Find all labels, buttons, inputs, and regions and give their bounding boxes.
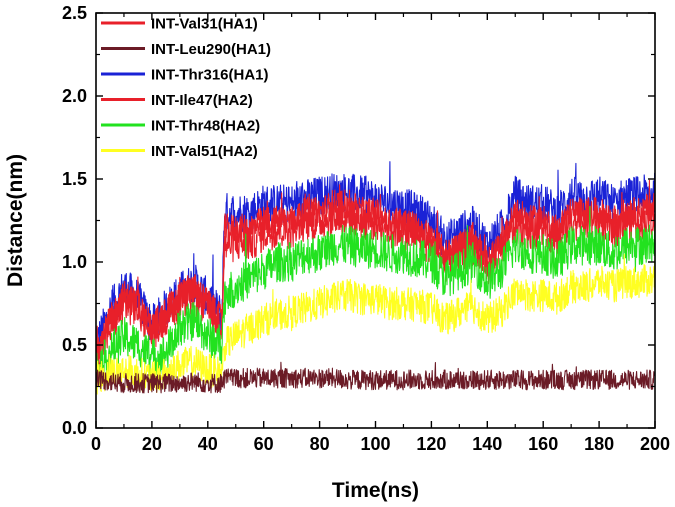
y-tick-label: 1.5 [62, 169, 87, 189]
series-line-3 [95, 179, 656, 377]
axis-ticks [95, 12, 656, 429]
y-tick-label: 0.0 [62, 418, 87, 438]
legend-label: INT-Thr316(HA1) [151, 67, 269, 84]
x-axis-label: Time(ns) [332, 479, 419, 502]
series-line-1 [95, 361, 656, 394]
legend-label: INT-Ile47(HA2) [151, 92, 253, 109]
x-tick-label: 100 [360, 434, 390, 454]
x-tick-label: 60 [254, 434, 274, 454]
y-axis-label: Distance(nm) [4, 154, 27, 287]
x-tick-label: 0 [91, 434, 101, 454]
y-tick-labels: 0.0 0.5 1.0 1.5 2.0 2.5 [62, 3, 87, 438]
x-tick-label: 120 [416, 434, 446, 454]
plot-lines [95, 161, 656, 395]
legend-label: INT-Val31(HA1) [151, 16, 258, 33]
x-tick-label: 40 [198, 434, 218, 454]
x-tick-label: 180 [584, 434, 614, 454]
legend-label: INT-Val51(HA2) [151, 143, 258, 160]
y-tick-label: 2.5 [62, 3, 87, 23]
legend-label: INT-Thr48(HA2) [151, 118, 260, 135]
legend: INT-Val31(HA1) INT-Leu290(HA1) INT-Thr316(… [101, 16, 271, 160]
legend-label: INT-Leu290(HA1) [151, 41, 271, 58]
x-tick-label: 200 [640, 434, 670, 454]
x-tick-label: 160 [528, 434, 558, 454]
y-tick-label: 2.0 [62, 86, 87, 106]
series-line-5 [95, 253, 656, 395]
y-tick-label: 0.5 [62, 335, 87, 355]
y-tick-label: 1.0 [62, 252, 87, 272]
x-tick-label: 20 [142, 434, 162, 454]
x-tick-label: 140 [472, 434, 502, 454]
series-line-4 [95, 206, 656, 385]
x-tick-label: 80 [310, 434, 330, 454]
x-tick-labels: 0 20 40 60 80 100 120 140 160 180 200 [91, 434, 670, 454]
